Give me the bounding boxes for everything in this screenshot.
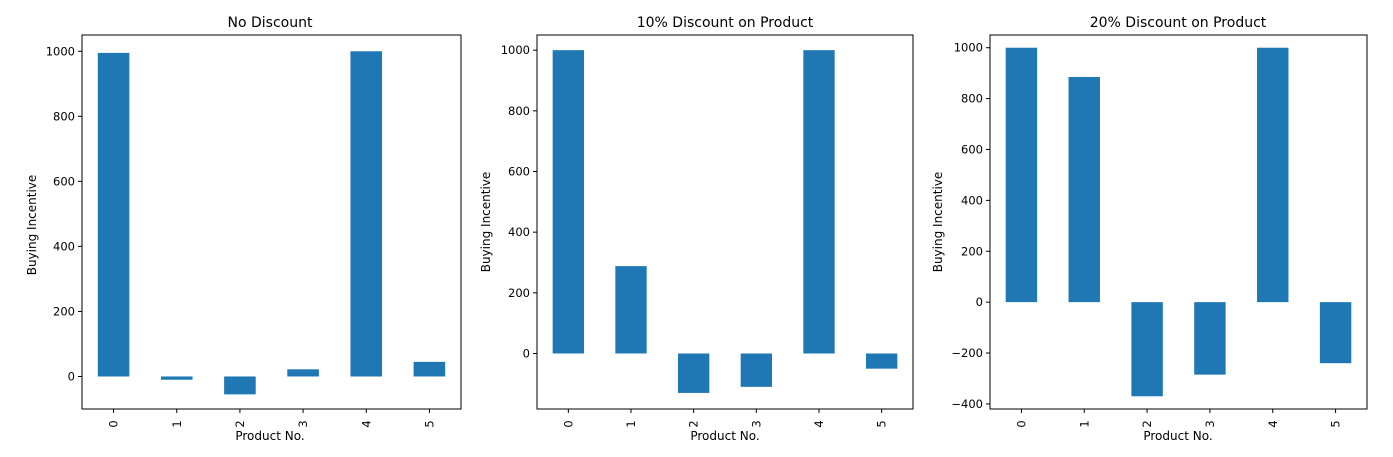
chart-title: 10% Discount on Product (637, 15, 814, 31)
y-tick-label: 0 (68, 369, 75, 383)
y-tick-label: 0 (976, 295, 983, 309)
y-tick-label: 400 (53, 239, 75, 253)
y-axis-label: Buying Incentive (25, 175, 39, 276)
chart-panel-20-percent-discount: 20% Discount on Product Buying Incentive… (931, 15, 1368, 443)
plot-area: 0 1 2 3 4 5 0 200 400 600 800 1000 (46, 44, 446, 428)
x-axis-label: Product No. (235, 429, 304, 443)
bar-product-4 (1257, 47, 1289, 303)
y-tick-label: 800 (53, 109, 75, 123)
y-tick-label: −400 (951, 397, 983, 411)
chart-title: 20% Discount on Product (1090, 15, 1267, 31)
x-tick-label: 3 (296, 420, 310, 427)
y-tick-label: 600 (961, 142, 983, 156)
x-tick-label: 0 (1014, 420, 1028, 427)
y-tick-label: 0 (523, 346, 530, 360)
x-tick-label: 4 (812, 420, 826, 427)
x-tick-label: 2 (1140, 420, 1154, 427)
x-tick-label: 5 (875, 420, 889, 427)
bar-product-1 (1068, 76, 1100, 303)
chart-panel-10-percent-discount: 10% Discount on Product Buying Incentive… (479, 15, 914, 443)
y-tick-label: 1000 (46, 44, 75, 58)
x-axis-label: Product No. (690, 429, 759, 443)
bar-product-4 (803, 50, 835, 354)
y-tick-label: 400 (508, 225, 530, 239)
bar-product-1 (160, 376, 193, 380)
y-tick-label: 1000 (954, 41, 983, 55)
chart-panel-no-discount: No Discount Buying Incentive Product No.… (25, 15, 462, 443)
y-tick-label: −200 (951, 346, 983, 360)
x-tick-label: 5 (422, 420, 436, 427)
bar-product-5 (413, 361, 446, 377)
bar-product-3 (287, 369, 319, 377)
y-tick-label: 200 (53, 304, 75, 318)
bar-product-2 (678, 353, 710, 393)
y-tick-label: 400 (961, 193, 983, 207)
chart-title: No Discount (228, 15, 313, 31)
bar-product-5 (1319, 302, 1352, 364)
y-tick-label: 600 (53, 174, 75, 188)
bar-product-2 (1131, 302, 1163, 397)
bar-product-5 (866, 353, 898, 369)
bar-product-3 (1194, 302, 1226, 375)
y-tick-label: 1000 (501, 43, 530, 57)
bar-product-0 (1005, 47, 1038, 303)
x-tick-label: 1 (1077, 420, 1091, 427)
x-tick-label: 2 (233, 420, 247, 427)
bar-product-4 (350, 51, 383, 377)
bar-product-0 (97, 52, 130, 377)
x-tick-label: 4 (1266, 420, 1280, 427)
x-axis-label: Product No. (1143, 429, 1212, 443)
x-tick-label: 1 (170, 420, 184, 427)
x-tick-label: 3 (749, 420, 763, 427)
axes-frame (989, 34, 1368, 410)
y-tick-label: 800 (508, 104, 530, 118)
x-tick-label: 0 (561, 420, 575, 427)
y-axis-label: Buying Incentive (479, 172, 493, 273)
x-tick-label: 3 (1203, 420, 1217, 427)
bar-product-3 (740, 353, 772, 387)
axes-frame (81, 34, 462, 410)
y-axis-label: Buying Incentive (931, 172, 945, 273)
bar-product-2 (224, 376, 256, 395)
y-tick-label: 200 (961, 244, 983, 258)
plot-area: 0 1 2 3 4 5 −400 −200 0 200 400 600 800 1000 (951, 41, 1352, 428)
x-tick-label: 5 (1329, 420, 1343, 427)
x-tick-label: 4 (359, 420, 373, 427)
x-tick-label: 0 (107, 420, 121, 427)
y-tick-label: 200 (508, 286, 530, 300)
axes-frame (536, 34, 914, 410)
plot-area: 0 1 2 3 4 5 0 200 400 600 800 1000 (501, 43, 898, 428)
x-tick-label: 1 (624, 420, 638, 427)
y-tick-label: 600 (508, 164, 530, 178)
x-tick-label: 2 (687, 420, 701, 427)
y-tick-label: 800 (961, 92, 983, 106)
bar-product-1 (615, 266, 647, 354)
bar-product-0 (552, 50, 584, 354)
